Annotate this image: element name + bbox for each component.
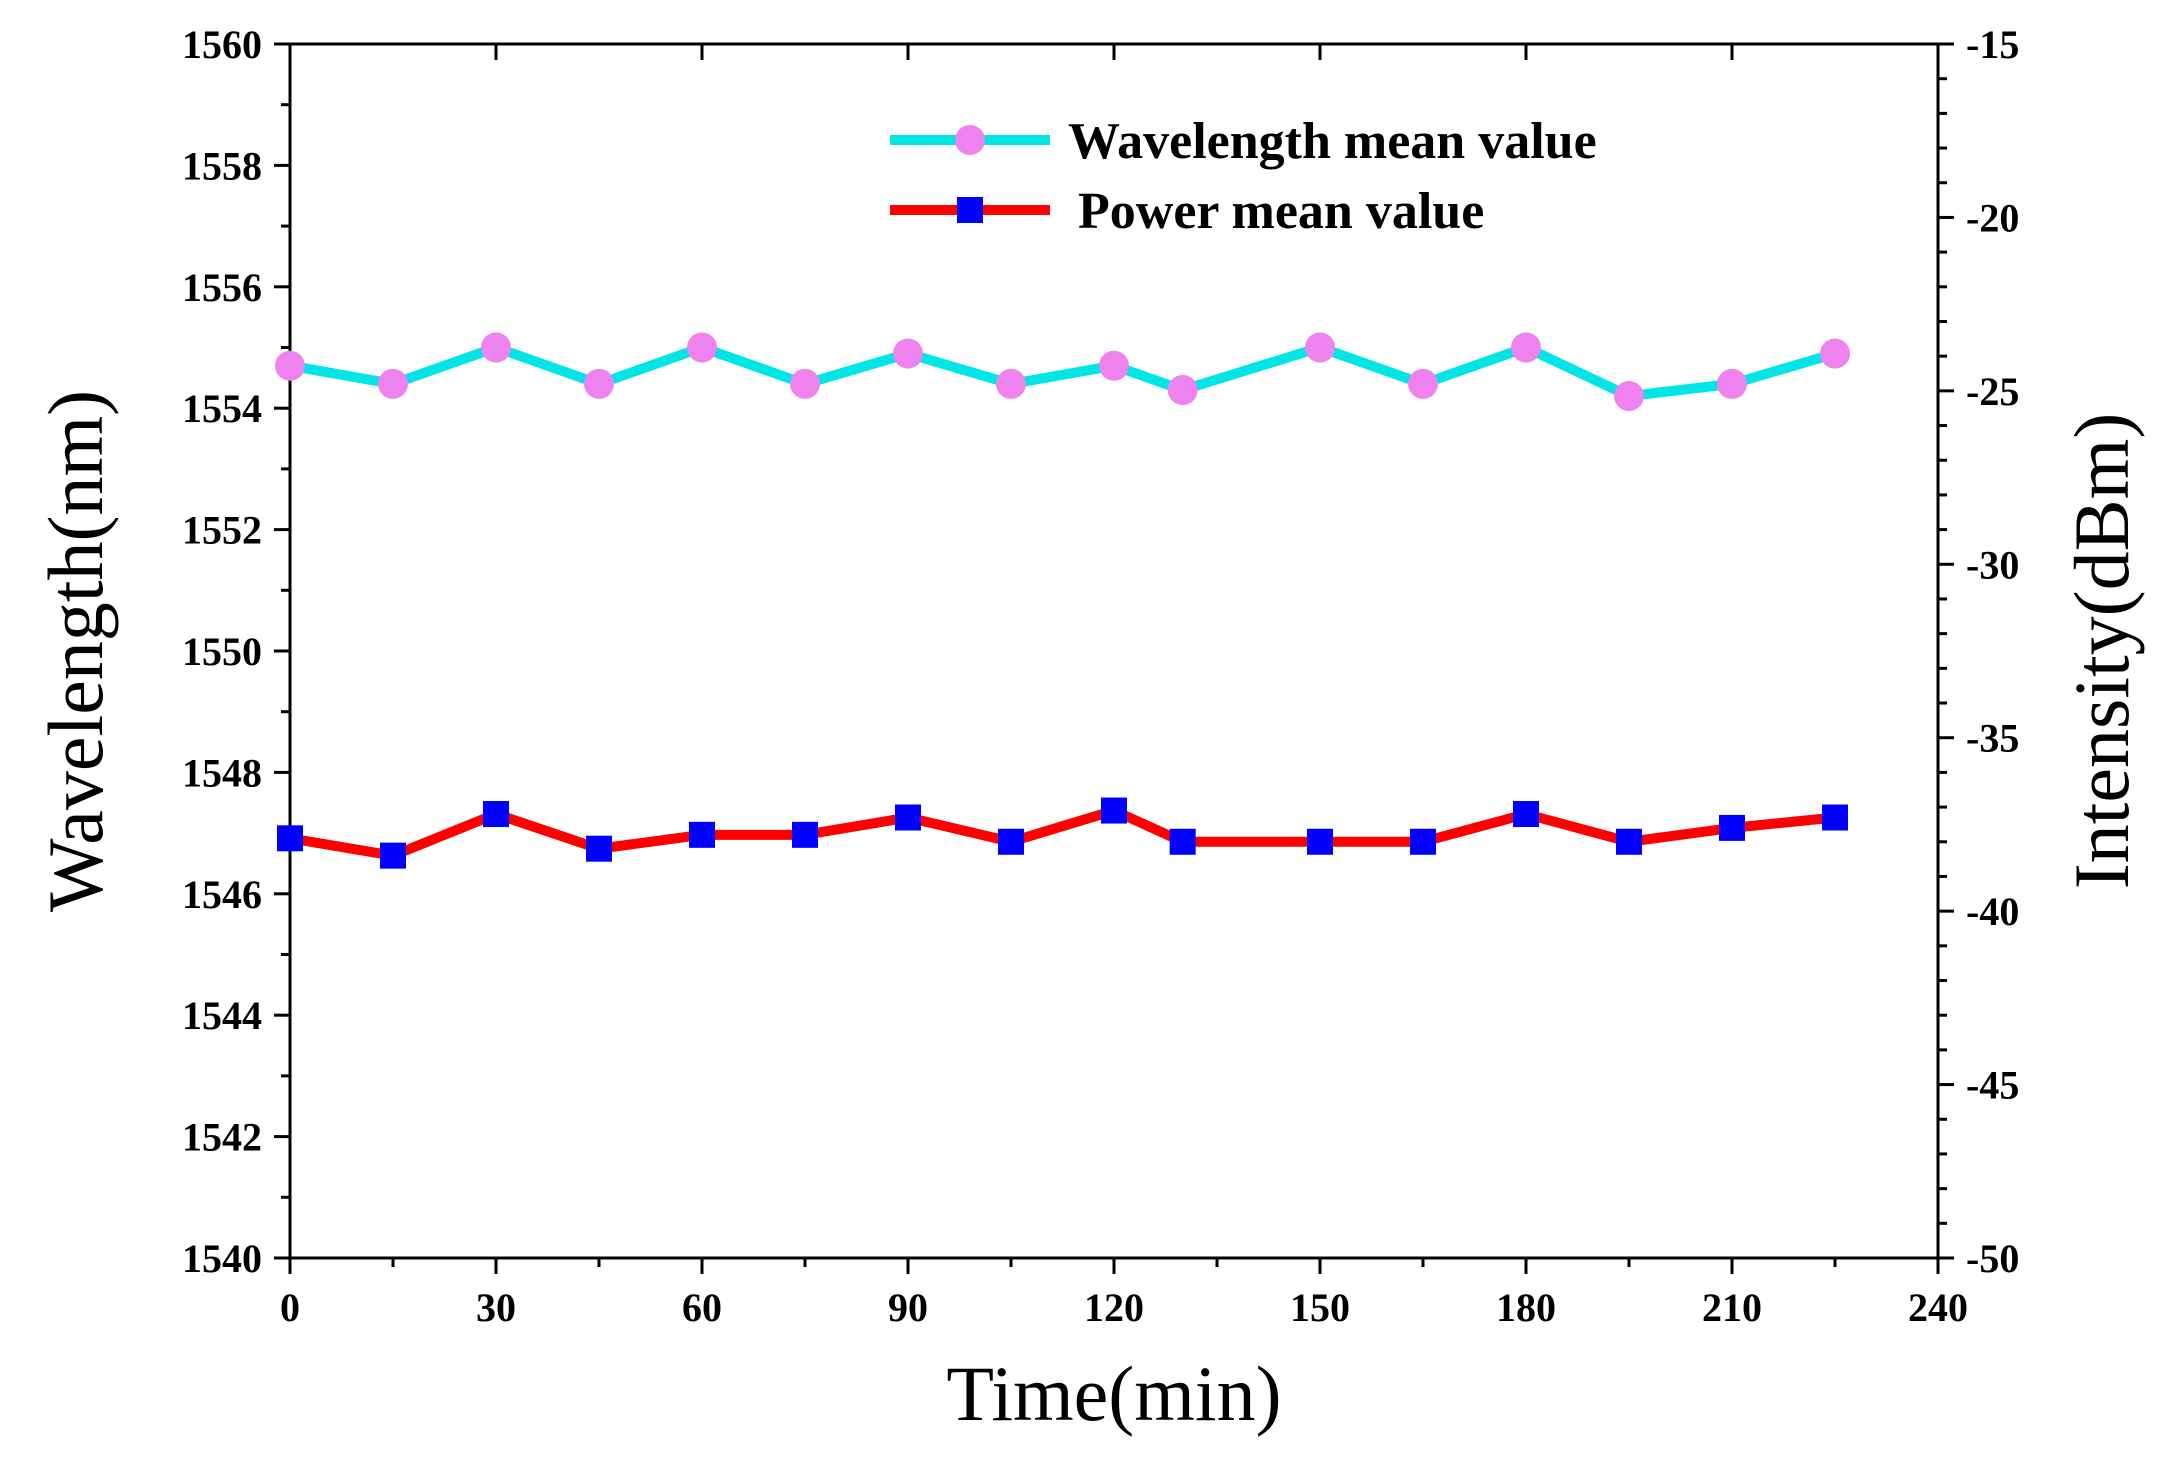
series-1-point	[1822, 804, 1848, 831]
legend-label-1: Power mean value	[1078, 183, 1484, 240]
y-right-tick-label: -45	[1966, 1063, 2019, 1108]
y-right-tick-label: -20	[1966, 195, 2019, 240]
y-left-tick-label: 1540	[182, 1236, 262, 1281]
series-0-point	[996, 368, 1026, 399]
series-0-point	[687, 332, 717, 363]
series-0-point	[1820, 338, 1850, 369]
series-0-point	[1614, 381, 1644, 412]
y-left-tick-label: 1546	[182, 872, 262, 917]
y-left-tick-label: 1558	[182, 143, 262, 188]
series-1-point	[586, 835, 612, 862]
x-tick-label: 120	[1084, 1285, 1144, 1330]
y-right-tick-label: -40	[1966, 889, 2019, 934]
series-0-point	[378, 368, 408, 399]
series-0-point	[1408, 368, 1438, 399]
series-0-point	[1511, 332, 1541, 363]
y-right-tick-label: -50	[1966, 1236, 2019, 1281]
y-right-tick-label: -15	[1966, 22, 2019, 67]
axes: 0 30 60 90 120 150 180 210 240 1540 1542 1544 1546 15…	[182, 22, 2019, 1330]
y-left-tick-label: 1542	[182, 1115, 262, 1160]
series-0-point	[1167, 374, 1198, 405]
x-tick-label: 0	[280, 1285, 300, 1330]
x-tick-label: 90	[888, 1285, 928, 1330]
series-1-point	[1307, 828, 1333, 855]
y-left-tick-label: 1560	[182, 22, 262, 67]
x-tick-label: 180	[1496, 1285, 1556, 1330]
legend-label-0: Wavelength mean value	[1068, 113, 1597, 170]
legend-marker-0	[955, 125, 985, 155]
series-1-point	[998, 828, 1024, 855]
series-line-0	[289, 342, 1837, 402]
series-0-point	[1305, 332, 1335, 363]
y-axis-left-title: Wavelength(nm)	[32, 390, 119, 912]
series-1-point	[380, 842, 406, 869]
y-left-tick-label: 1550	[182, 629, 262, 674]
series-layer	[275, 332, 1850, 869]
y-right-tick-label: -35	[1966, 716, 2019, 761]
series-0-point	[790, 368, 820, 399]
series-line-1	[289, 805, 1836, 861]
series-0-point	[481, 332, 511, 363]
series-1-point	[277, 825, 303, 852]
series-0-point	[584, 368, 614, 399]
series-1-point	[483, 801, 509, 828]
x-tick-label: 30	[476, 1285, 516, 1330]
y-left-tick-label: 1548	[182, 750, 262, 795]
y-left-tick-label: 1544	[182, 993, 262, 1038]
y-left-tick-label: 1552	[182, 508, 262, 553]
legend-marker-1	[957, 197, 983, 223]
legend: Wavelength mean value Power mean value	[890, 113, 1597, 240]
y-axis-right-title: Intensity(dBm)	[2058, 413, 2145, 890]
x-tick-label: 210	[1702, 1285, 1762, 1330]
series-1-point	[1410, 828, 1436, 855]
y-right-tick-label: -25	[1966, 369, 2019, 414]
series-1-point	[895, 804, 921, 831]
series-0-point	[1099, 350, 1129, 381]
series-1-point	[1169, 828, 1196, 855]
series-1-point	[689, 821, 715, 848]
series-0-point	[275, 350, 305, 381]
series-0-point	[1717, 368, 1747, 399]
series-0-point	[893, 338, 923, 369]
x-tick-label: 60	[682, 1285, 722, 1330]
x-axis-title: Time(min)	[946, 1350, 1281, 1437]
y-right-tick-label: -30	[1966, 542, 2019, 587]
y-left-tick-label: 1556	[182, 265, 262, 310]
series-1-point	[792, 821, 818, 848]
series-1-point	[1616, 828, 1642, 855]
x-tick-label: 240	[1908, 1285, 1968, 1330]
y-left-tick-label: 1554	[182, 386, 262, 431]
series-1-point	[1719, 814, 1745, 841]
series-1-point	[1513, 801, 1539, 828]
x-tick-label: 150	[1290, 1285, 1350, 1330]
series-1-point	[1101, 797, 1127, 824]
